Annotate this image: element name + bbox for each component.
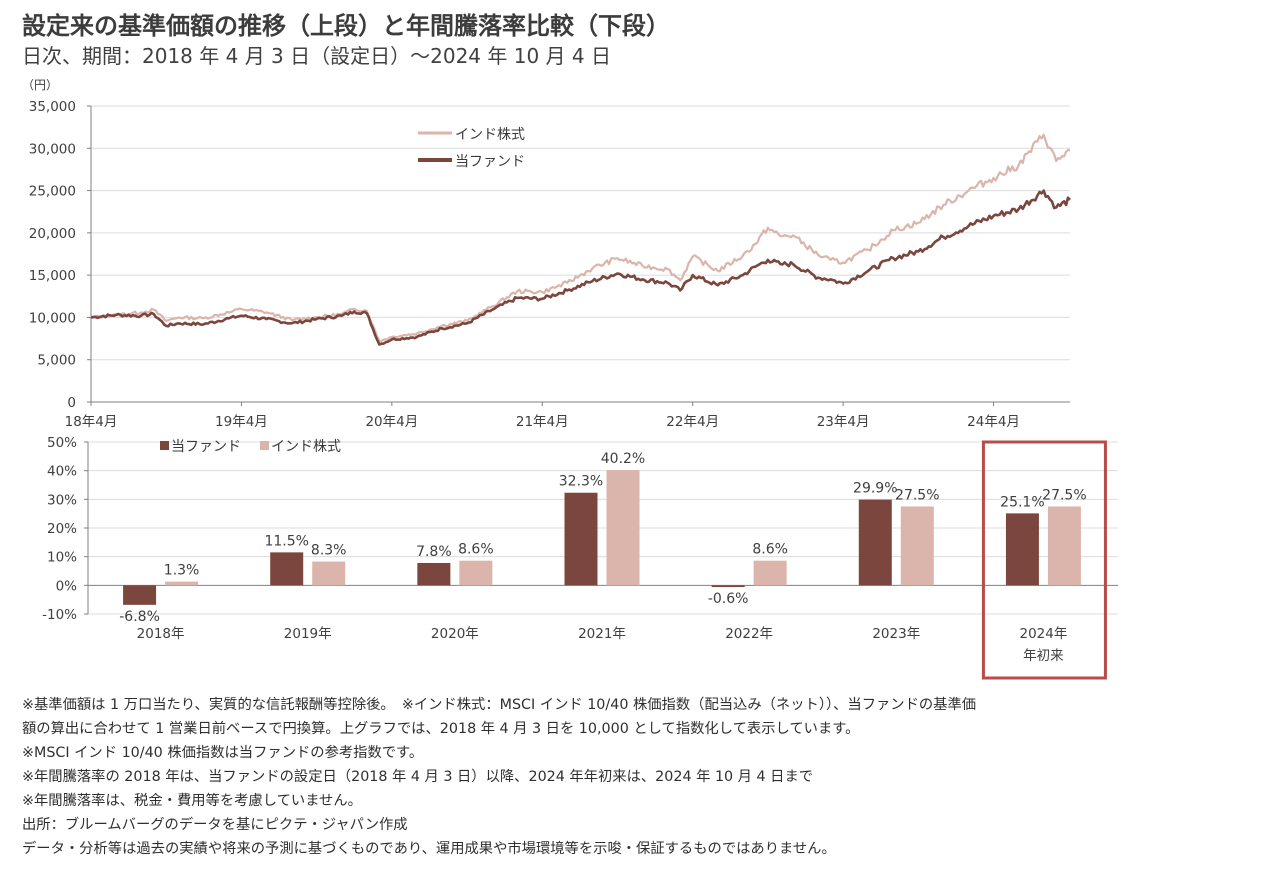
legend-swatch-index [260,441,269,450]
legend-label-index: インド株式 [455,127,525,143]
x-tick-label: 20年4月 [365,414,418,430]
bar-index [606,470,640,586]
data-label-fund: 32.3% [559,474,603,490]
y-tick-label: 40% [47,464,77,480]
annual-return-bar-chart: -10% 0% 10% 20% 30% 40% 50% -6.8% 1.3% 2018年 11.5%… [42,435,1118,680]
bar-fund [270,552,304,586]
bar-fund [417,562,451,586]
y-tick-label: 30,000 [29,141,76,157]
charts-canvas: 0 5,000 10,000 15,000 20,000 25,000 30,000 35,0… [29,99,1118,680]
bar-index [165,581,199,586]
legend-label-fund: 当ファンド [455,154,525,170]
footnote-1: ※基準価額は 1 万口当たり、実質的な信託報酬等控除後。 ※インド株式：MSCI… [22,697,977,713]
y-tick-label: 50% [47,435,77,451]
data-label-index: 27.5% [895,488,939,504]
y-tick-label: -10% [42,607,77,623]
x-tick-label: 18年4月 [65,414,118,430]
footnote-7: データ・分析等は過去の実績や将来の予測に基づくものであり、運用成果や市場環境等を… [22,841,836,857]
footnote-5: ※年間騰落率は、税金・費用等を考慮していません。 [22,793,362,809]
category-label: 2019年 [284,626,332,642]
bar-fund [123,585,157,605]
y-tick-label: 20% [47,521,77,537]
data-label-index: 8.6% [458,542,494,558]
bar-index [753,560,787,586]
data-label-index: 8.6% [752,542,788,558]
data-label-index: 8.3% [311,543,347,559]
category-label: 年初来 [1023,647,1064,664]
nav-line-chart: 0 5,000 10,000 15,000 20,000 25,000 30,000 35,0… [29,99,1071,430]
legend-label-fund: 当ファンド [171,439,241,455]
data-label-fund: -0.6% [708,591,749,607]
y-axis-unit-label: （円） [22,78,59,92]
series-line-index [90,133,1071,343]
legend-label-index: インド株式 [271,439,341,455]
y-tick-label: 20,000 [29,226,76,242]
bar-fund [1005,513,1039,586]
x-tick-label: 24年4月 [967,414,1020,430]
footnote-3: ※MSCI インド 10/40 株価指数は当ファンドの参考指数です。 [22,745,424,761]
data-label-fund: 25.1% [1000,494,1044,510]
y-tick-label: 5,000 [37,353,76,369]
series-line-fund [90,189,1071,346]
y-tick-label: 10% [47,550,77,566]
highlight-box-ytd [981,440,1107,680]
x-tick-label: 21年4月 [516,414,569,430]
y-tick-label: 25,000 [29,184,76,200]
data-label-fund: 29.9% [853,481,897,497]
footnote-4: ※年間騰落率の 2018 年は、当ファンドの設定日（2018 年 4 月 3 日… [22,769,814,785]
bar-fund [858,499,892,586]
footnote-2: 額の算出に合わせて 1 営業日前ベースで円換算。上グラフでは、2018 年 4 … [22,721,860,737]
data-label-fund: 7.8% [416,544,452,560]
x-tick-label: 19年4月 [215,414,268,430]
y-tick-label: 30% [47,492,77,508]
y-tick-label: 10,000 [29,310,76,326]
page-title: 設定来の基準価額の推移（上段）と年間騰落率比較（下段） [22,12,670,40]
y-tick-label: 0 [67,395,76,411]
bar-index [900,506,934,586]
bar-index [312,561,346,586]
data-label-index: 1.3% [164,563,200,579]
category-label: 2018年 [137,626,185,642]
data-label-index: 40.2% [601,451,645,467]
category-label: 2024年 [1019,626,1067,642]
footnote-6: 出所：ブルームバーグのデータを基にピクテ・ジャパン作成 [22,817,408,833]
x-tick-label: 23年4月 [817,414,870,430]
data-label-index: 27.5% [1042,488,1086,504]
category-label: 2022年 [725,626,773,642]
x-tick-label: 22年4月 [666,414,719,430]
category-label: 2020年 [431,626,479,642]
data-label-fund: -6.8% [119,609,160,625]
bar-index [459,560,493,586]
category-label: 2021年 [578,626,626,642]
legend-swatch-fund [160,441,169,450]
category-label: 2023年 [872,626,920,642]
y-tick-label: 0% [56,578,78,594]
footnotes: ※基準価額は 1 万口当たり、実質的な信託報酬等控除後。 ※インド株式：MSCI… [22,693,1122,861]
y-tick-label: 15,000 [29,268,76,284]
y-tick-label: 35,000 [29,99,76,115]
bar-index [1047,506,1081,586]
bar-fund [564,492,598,586]
period-subtitle: 日次、期間：2018 年 4 月 3 日（設定日）～2024 年 10 月 4 … [22,44,611,68]
data-label-fund: 11.5% [264,533,308,549]
bar-fund [711,585,745,588]
